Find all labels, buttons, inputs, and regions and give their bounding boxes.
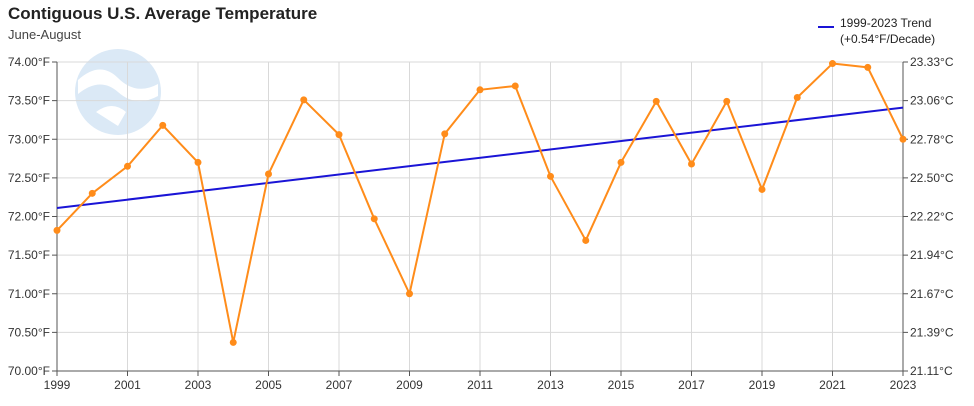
- temperature-point: [652, 97, 660, 105]
- x-tick-label: 2001: [114, 378, 141, 392]
- y-tick-label-left: 74.00°F: [8, 55, 50, 69]
- x-tick-label: 1999: [44, 378, 71, 392]
- y-tick-label-right: 23.33°C: [910, 55, 954, 69]
- temperature-point: [88, 189, 96, 197]
- chart-title: Contiguous U.S. Average Temperature: [8, 4, 318, 23]
- y-tick-label-left: 70.50°F: [8, 325, 50, 339]
- noaa-logo-watermark-icon: [75, 49, 161, 135]
- y-tick-label-left: 70.00°F: [8, 364, 50, 378]
- legend-trend-name: 1999-2023 Trend: [840, 16, 932, 30]
- x-tick-label: 2003: [185, 378, 212, 392]
- temperature-point: [370, 215, 378, 223]
- x-tick-label: 2023: [890, 378, 917, 392]
- trend-line: [56, 106, 904, 209]
- trend-layer: [56, 106, 904, 209]
- y-tick-label-right: 22.22°C: [910, 210, 954, 224]
- x-tick-label: 2005: [255, 378, 282, 392]
- legend: 1999-2023 Trend (+0.54°F/Decade): [818, 14, 968, 48]
- legend-trend-swatch: [818, 26, 834, 28]
- y-tick-label-left: 72.50°F: [8, 171, 50, 185]
- y-tick-label-left: 72.00°F: [8, 210, 50, 224]
- y-tick-label-right: 22.78°C: [910, 132, 954, 146]
- legend-trend-rate: (+0.54°F/Decade): [840, 32, 936, 46]
- x-tick-label: 2019: [749, 378, 776, 392]
- chart-subtitle: June-August: [8, 27, 81, 42]
- temperature-point: [229, 338, 237, 346]
- y-tick-label-left: 71.00°F: [8, 287, 50, 301]
- axes: [52, 61, 908, 376]
- legend-trend-label: 1999-2023 Trend (+0.54°F/Decade): [840, 15, 935, 47]
- y-tick-label-right: 21.11°C: [910, 364, 953, 378]
- temperature-point: [547, 172, 554, 180]
- y-tick-label-right: 21.94°C: [910, 248, 954, 262]
- y-tick-label-right: 23.06°C: [910, 94, 954, 108]
- y-tick-label-left: 73.00°F: [8, 132, 50, 146]
- temperature-point: [758, 185, 766, 193]
- temperature-point: [53, 226, 61, 234]
- temperature-point: [688, 160, 695, 168]
- temperature-point: [300, 96, 308, 104]
- x-tick-label: 2013: [537, 378, 564, 392]
- temperature-point: [124, 162, 131, 170]
- x-tick-label: 2017: [678, 378, 705, 392]
- temperature-point: [582, 236, 590, 244]
- tick-labels: 74.00°F 23.33°C 73.50°F 23.06°C 73.00°F 22.78…: [8, 55, 954, 392]
- y-tick-label-left: 71.50°F: [8, 248, 50, 262]
- x-tick-label: 2007: [326, 378, 353, 392]
- temperature-point: [441, 130, 449, 138]
- temperature-point: [617, 158, 625, 166]
- temperature-point: [406, 290, 413, 298]
- temperature-point: [829, 60, 836, 68]
- temperature-point: [265, 170, 272, 178]
- x-tick-label: 2011: [467, 378, 493, 392]
- temperature-point: [723, 97, 731, 105]
- y-tick-label-right: 21.67°C: [910, 287, 954, 301]
- temperature-point: [511, 82, 519, 90]
- x-tick-label: 2015: [608, 378, 635, 392]
- temperature-point: [194, 158, 202, 166]
- temperature-point: [159, 121, 167, 129]
- temperature-point: [793, 94, 801, 102]
- y-tick-label-right: 22.50°C: [910, 171, 954, 185]
- x-tick-label: 2021: [819, 378, 846, 392]
- temperature-point: [899, 135, 907, 143]
- grid-lines: [56, 61, 904, 372]
- temperature-point: [476, 86, 484, 94]
- x-tick-label: 2009: [396, 378, 423, 392]
- y-tick-label-left: 73.50°F: [8, 94, 50, 108]
- series-layer: [53, 60, 907, 346]
- y-tick-label-right: 21.39°C: [910, 325, 954, 339]
- temperature-point: [864, 63, 872, 71]
- temperature-point: [335, 131, 343, 139]
